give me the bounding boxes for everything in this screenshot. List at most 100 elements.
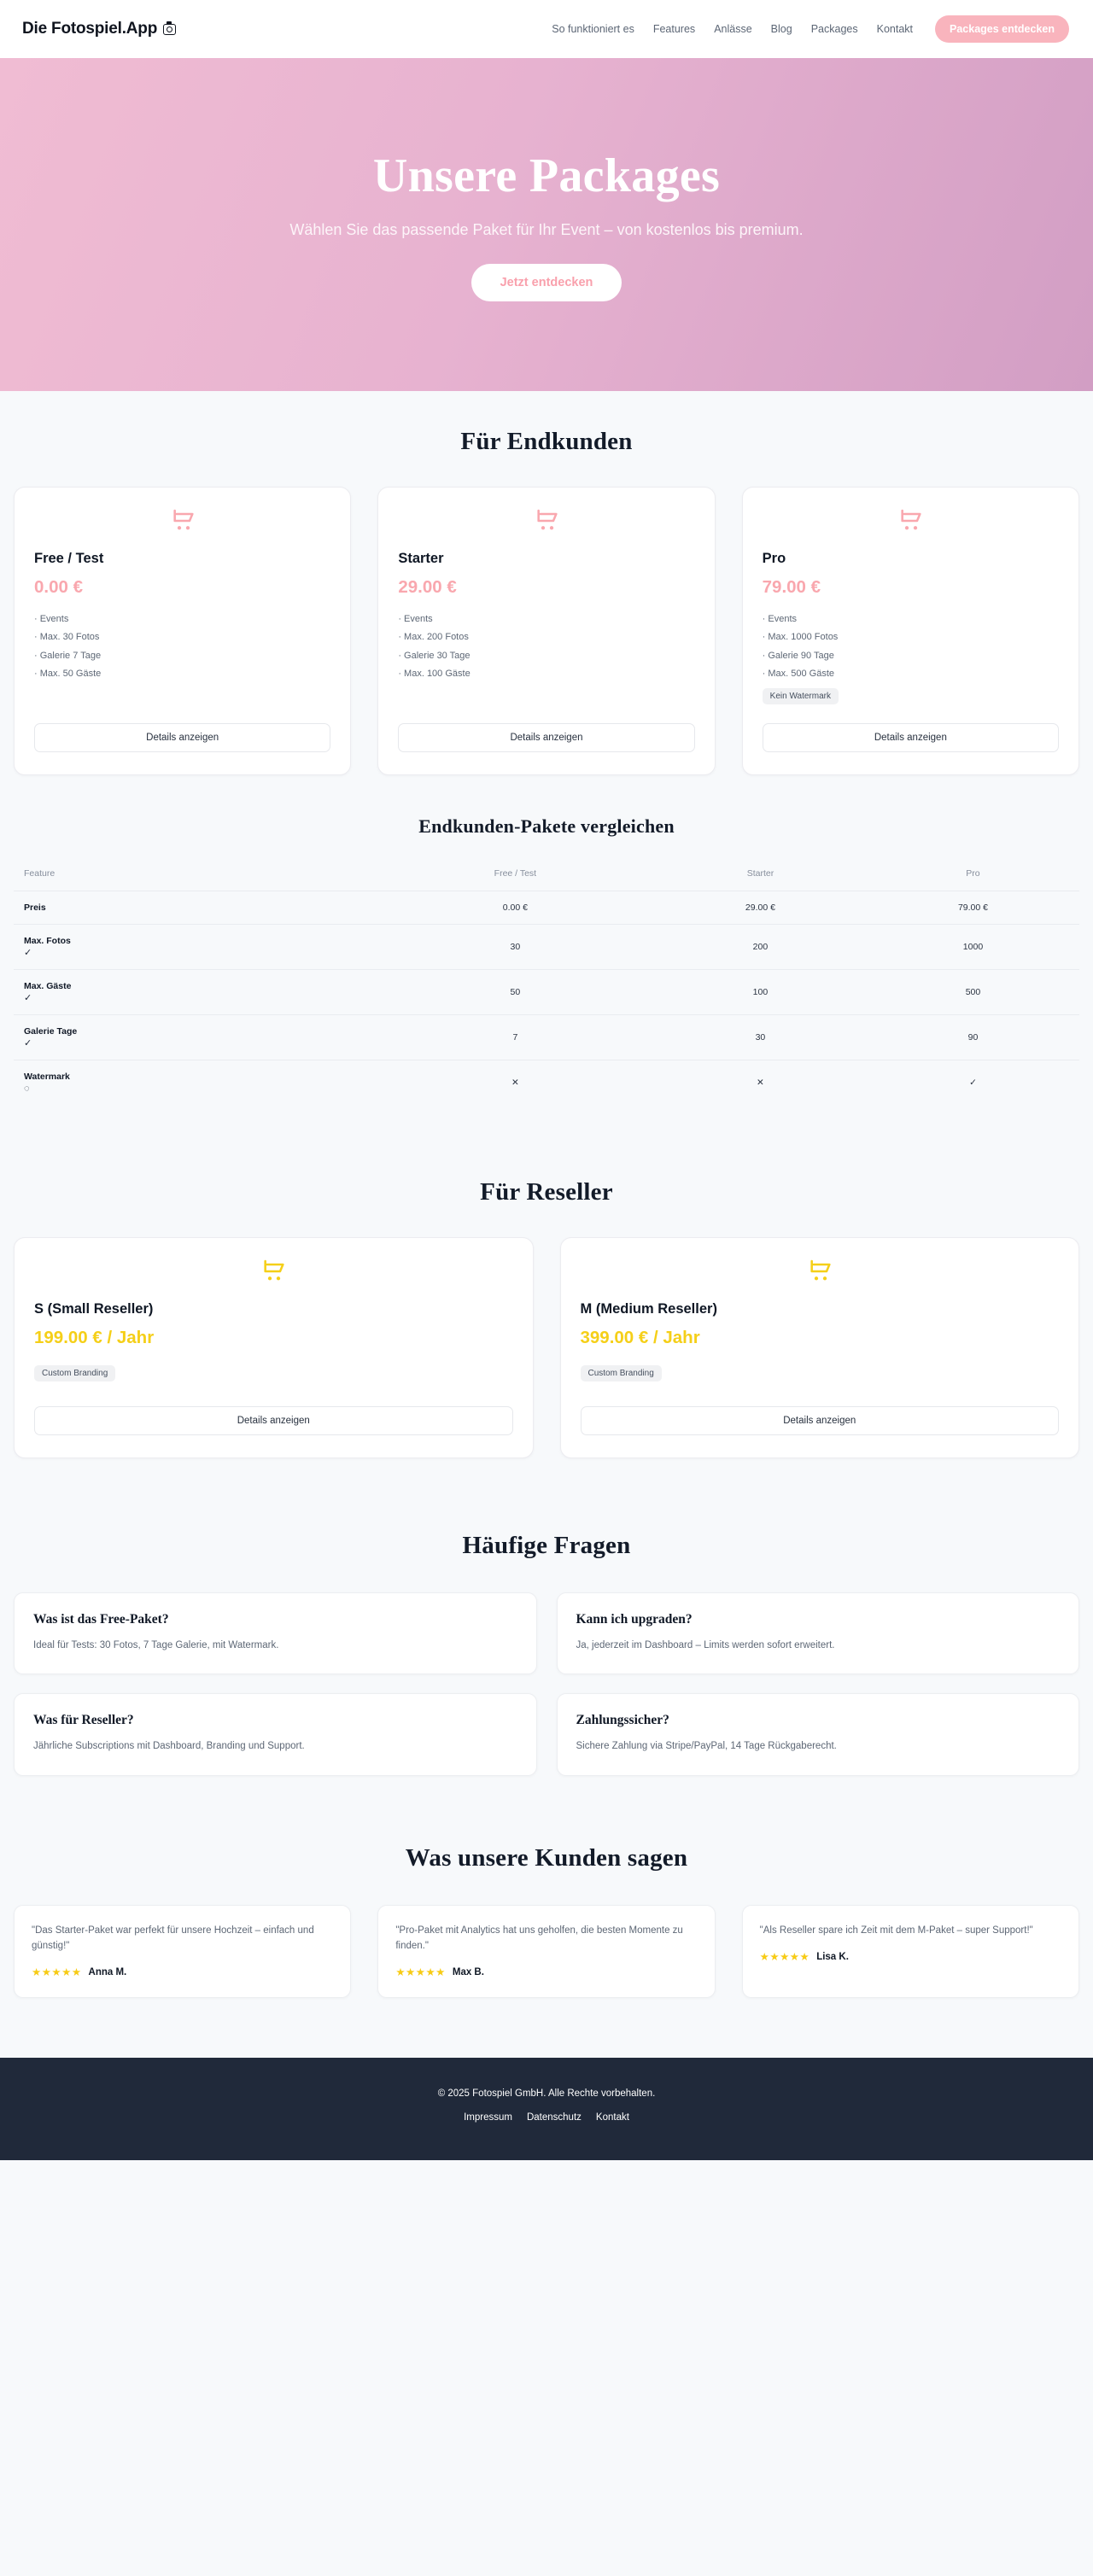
row-value-pro: 79.00 € <box>866 890 1079 925</box>
shopping-cart-icon <box>896 507 925 539</box>
details-anzeigen-button[interactable]: Details anzeigen <box>34 1406 513 1436</box>
endkunden-cards: Free / Test 0.00 € · Events · Max. 30 Fo… <box>14 487 1079 775</box>
feature-item: · Galerie 7 Tage <box>34 650 102 661</box>
row-value-free: ✕ <box>376 1060 654 1106</box>
star-rating-icon: ★★★★★ <box>395 1966 446 1979</box>
shopping-cart-icon <box>168 507 197 539</box>
plan-price: 79.00 € <box>762 577 821 597</box>
packages-entdecken-button[interactable]: Packages entdecken <box>935 15 1069 43</box>
check-icon: ✓ <box>24 947 32 958</box>
camera-icon <box>163 21 177 35</box>
feature-item: · Galerie 30 Tage <box>398 650 471 661</box>
nav-item-anlaesse[interactable]: Anlässe <box>714 23 752 35</box>
brand-logo[interactable]: Die Fotospiel.App <box>22 20 177 38</box>
plan-name: Pro <box>762 551 786 566</box>
feature-name: Max. Gäste <box>24 980 72 991</box>
plan-price: 399.00 € / Jahr <box>580 1328 700 1348</box>
details-anzeigen-button[interactable]: Details anzeigen <box>580 1406 1059 1436</box>
pricing-card-starter[interactable]: Starter 29.00 € · Events · Max. 200 Foto… <box>377 487 716 775</box>
hero-title: Unsere Packages <box>372 149 721 202</box>
main-navigation: So funktioniert es Features Anlässe Blog… <box>552 15 1069 43</box>
comparison-section: Endkunden-Pakete vergleichen Feature Fre… <box>0 775 1093 1106</box>
pricing-card-free[interactable]: Free / Test 0.00 € · Events · Max. 30 Fo… <box>14 487 352 775</box>
jetzt-entdecken-button[interactable]: Jetzt entdecken <box>471 263 622 301</box>
nav-item-features[interactable]: Features <box>652 23 696 35</box>
row-value-free: 7 <box>376 1013 654 1060</box>
faq-item[interactable]: Zahlungssicher? Sichere Zahlung via Stri… <box>556 1693 1079 1776</box>
comparison-table: Feature Free / Test Starter Pro Preis 0.… <box>14 860 1079 1106</box>
details-anzeigen-button[interactable]: Details anzeigen <box>34 722 331 752</box>
nav-item-kontakt[interactable]: Kontakt <box>876 23 913 35</box>
shopping-cart-icon <box>532 507 561 539</box>
faq-title: Häufige Fragen <box>462 1532 631 1560</box>
plan-name: M (Medium Reseller) <box>580 1301 717 1317</box>
faq-section: Häufige Fragen Was ist das Free-Paket? I… <box>0 1458 1093 1776</box>
pricing-card-pro[interactable]: Pro 79.00 € · Events · Max. 1000 Fotos ·… <box>741 487 1079 775</box>
status-badge: Custom Branding <box>580 1365 662 1382</box>
feature-item: · Max. 100 Gäste <box>398 669 471 680</box>
footer-link-datenschutz[interactable]: Datenschutz <box>526 2112 582 2123</box>
table-header-row: Feature Free / Test Starter Pro <box>14 860 1079 891</box>
testimonials-section: Was unsere Kunden sagen "Das Starter-Pak… <box>0 1776 1093 2059</box>
footer-link-impressum[interactable]: Impressum <box>464 2112 512 2123</box>
testimonials-grid: "Das Starter-Paket war perfekt für unser… <box>14 1904 1079 1999</box>
table-row: Max. Gäste ✓ 50 100 500 <box>14 968 1079 1015</box>
check-icon: ✓ <box>24 992 32 1003</box>
star-rating-icon: ★★★★★ <box>32 1966 82 1979</box>
feature-name: Watermark <box>24 1072 70 1083</box>
site-footer: © 2025 Fotospiel GmbH. Alle Rechte vorbe… <box>0 2058 1093 2161</box>
footer-link-kontakt[interactable]: Kontakt <box>595 2112 629 2123</box>
row-value-starter: ✕ <box>653 1060 867 1106</box>
testimonial-author: Anna M. <box>88 1966 127 1977</box>
details-anzeigen-button[interactable]: Details anzeigen <box>398 722 695 752</box>
faq-answer: Ja, jederzeit im Dashboard – Limits werd… <box>576 1640 835 1651</box>
hero-section: Unsere Packages Wählen Sie das passende … <box>0 58 1093 391</box>
plan-price: 0.00 € <box>34 577 83 597</box>
comparison-title: Endkunden-Pakete vergleichen <box>418 815 675 837</box>
faq-question: Kann ich upgraden? <box>576 1612 693 1627</box>
details-anzeigen-button[interactable]: Details anzeigen <box>762 722 1059 752</box>
reseller-card-medium[interactable]: M (Medium Reseller) 399.00 € / Jahr Cust… <box>559 1237 1079 1459</box>
shopping-cart-icon <box>259 1258 288 1289</box>
row-feature-label: Preis <box>14 890 377 925</box>
faq-item[interactable]: Kann ich upgraden? Ja, jederzeit im Dash… <box>556 1592 1079 1675</box>
row-value-starter: 29.00 € <box>653 890 867 925</box>
row-feature-label: Watermark ◌ <box>14 1060 377 1106</box>
row-value-pro: 500 <box>866 968 1079 1015</box>
plan-features: · Events · Max. 30 Fotos · Galerie 7 Tag… <box>34 610 330 684</box>
row-value-free: 50 <box>376 968 654 1015</box>
endkunden-section: Für Endkunden Free / Test 0.00 € · Event… <box>0 391 1093 775</box>
nav-item-packages[interactable]: Packages <box>810 23 858 35</box>
nav-item-so-funktioniert-es[interactable]: So funktioniert es <box>552 23 634 35</box>
status-badge: Custom Branding <box>34 1365 116 1382</box>
row-value-starter: 30 <box>653 1013 867 1060</box>
row-value-starter: 100 <box>653 968 867 1015</box>
testimonial-quote: "Pro-Paket mit Analytics hat uns geholfe… <box>395 1925 683 1952</box>
feature-name: Max. Fotos <box>24 935 71 946</box>
faq-item[interactable]: Was ist das Free-Paket? Ideal für Tests:… <box>14 1592 537 1675</box>
row-value-pro: 1000 <box>866 923 1079 970</box>
testimonials-title: Was unsere Kunden sagen <box>405 1843 688 1872</box>
testimonial-card: "Das Starter-Paket war perfekt für unser… <box>14 1904 352 1999</box>
row-value-free: 30 <box>376 923 654 970</box>
feature-item: · Events <box>398 614 433 624</box>
testimonial-author: Lisa K. <box>816 1951 849 1962</box>
row-value-starter: 200 <box>653 923 867 970</box>
feature-item: · Events <box>34 614 69 624</box>
row-value-pro: 90 <box>866 1013 1079 1060</box>
faq-question: Was für Reseller? <box>33 1713 134 1728</box>
nav-item-blog[interactable]: Blog <box>770 23 792 35</box>
feature-name: Galerie Tage <box>24 1025 78 1037</box>
testimonial-card: "Als Reseller spare ich Zeit mit dem M-P… <box>741 1904 1079 1999</box>
testimonial-author: Max B. <box>452 1966 484 1977</box>
faq-item[interactable]: Was für Reseller? Jährliche Subscription… <box>14 1693 537 1776</box>
circle-icon: ◌ <box>24 1084 30 1095</box>
site-header: Die Fotospiel.App So funktioniert es Fea… <box>0 0 1093 58</box>
column-header-starter: Starter <box>746 867 774 879</box>
plan-name: Free / Test <box>34 551 104 566</box>
feature-item: · Max. 30 Fotos <box>34 632 100 643</box>
plan-features: · Events · Max. 1000 Fotos · Galerie 90 … <box>763 610 1059 684</box>
endkunden-title: Für Endkunden <box>460 428 633 455</box>
faq-question: Zahlungssicher? <box>576 1713 669 1728</box>
reseller-card-small[interactable]: S (Small Reseller) 199.00 € / Jahr Custo… <box>14 1237 534 1459</box>
